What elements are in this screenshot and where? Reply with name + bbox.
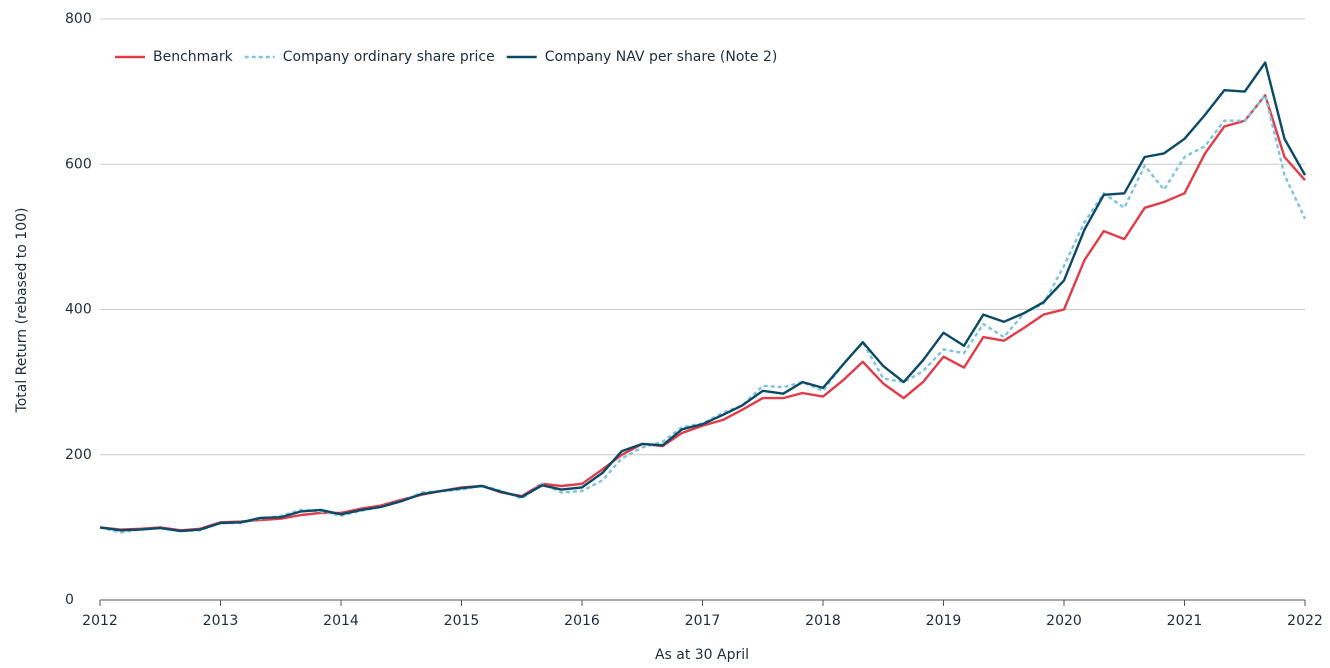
- x-tick-label: 2018: [805, 613, 841, 629]
- y-tick-label: 600: [65, 156, 92, 172]
- series-line: [99, 94, 1306, 532]
- y-tick-label: 400: [65, 302, 92, 318]
- x-tick-label: 2020: [1046, 613, 1082, 629]
- x-tick-label: 2014: [323, 613, 359, 629]
- y-tick-label: 200: [65, 447, 92, 463]
- series-line: [99, 61, 1307, 533]
- x-axis-label: As at 30 April: [655, 647, 749, 663]
- legend-label: Benchmark: [153, 49, 234, 65]
- series-line: [99, 94, 1307, 534]
- x-tick-label: 2012: [82, 613, 118, 629]
- x-tick-label: 2017: [685, 613, 721, 629]
- x-tick-label: 2022: [1287, 613, 1323, 629]
- legend-label: Company NAV per share (Note 2): [545, 49, 778, 65]
- x-tick-label: 2019: [926, 613, 962, 629]
- x-tick-label: 2016: [564, 613, 600, 629]
- y-axis-label: Total Return (rebased to 100): [14, 208, 30, 414]
- legend-label: Company ordinary share price: [283, 49, 495, 65]
- y-tick-label: 800: [65, 11, 92, 27]
- x-tick-label: 2021: [1167, 613, 1203, 629]
- y-tick-label: 0: [65, 592, 74, 608]
- x-tick-label: 2013: [203, 613, 239, 629]
- x-tick-label: 2015: [444, 613, 480, 629]
